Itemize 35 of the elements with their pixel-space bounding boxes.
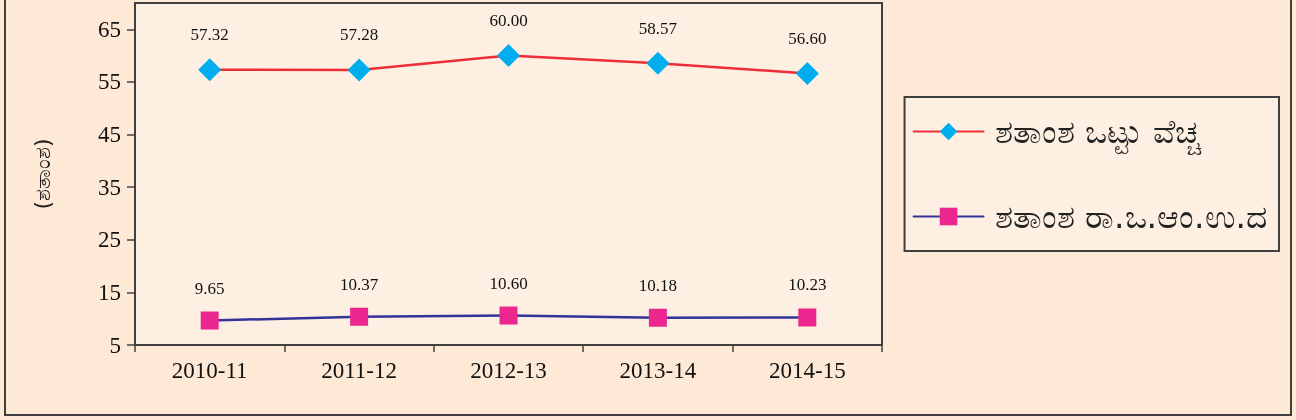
point — [198, 58, 222, 82]
data-label: 10.18 — [638, 275, 678, 295]
x-tick-label: 2012-13 — [470, 358, 547, 383]
y-tick-label: 25 — [98, 227, 121, 253]
data-label: 56.60 — [788, 29, 827, 48]
y-tick-label: 5 — [109, 332, 121, 358]
point — [795, 62, 819, 85]
point — [648, 308, 667, 327]
y-axis-title: (ಶತಾಂಶ) — [29, 138, 55, 210]
x-tick-label: 2014-15 — [768, 358, 846, 383]
y-tick-label: 45 — [98, 122, 121, 148]
y-tick-label: 55 — [98, 69, 121, 95]
data-label: 10.23 — [788, 275, 827, 295]
data-label: 58.57 — [638, 18, 678, 38]
data-label: 10.37 — [339, 274, 379, 294]
data-label: 9.65 — [194, 278, 225, 298]
point — [350, 307, 369, 326]
data-label: 10.60 — [489, 273, 528, 293]
x-tick-label: 2010-11 — [171, 358, 248, 383]
data-label: 60.00 — [489, 11, 528, 31]
point — [798, 308, 817, 327]
y-tick-label: 15 — [98, 279, 121, 305]
x-tick-label: 2011-12 — [321, 358, 398, 383]
data-label: 57.32 — [190, 25, 229, 45]
legend-label: ಶತಾಂಶ ರಾ.ಒ.ಆಂ.ಉ.ದ — [994, 197, 1267, 236]
point — [200, 311, 219, 330]
point — [499, 306, 518, 325]
y-tick-label: 35 — [98, 174, 121, 200]
point — [497, 44, 520, 68]
point — [646, 51, 670, 75]
x-tick-label: 2013-14 — [619, 358, 697, 383]
y-tick-label: 65 — [98, 16, 121, 42]
data-label: 57.28 — [339, 25, 379, 45]
legend-label: ಶತಾಂಶ ಒಟ್ಟು ವೆಚ್ಚ — [994, 112, 1202, 155]
point — [347, 58, 371, 82]
